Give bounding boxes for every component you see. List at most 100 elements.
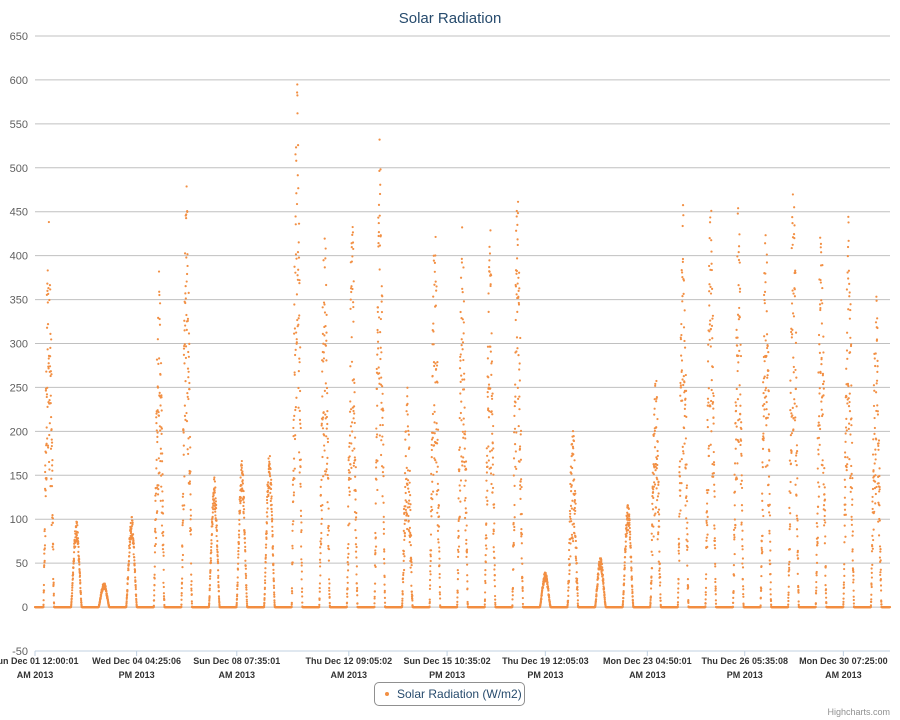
data-point	[184, 297, 187, 300]
data-point	[491, 392, 494, 395]
data-point	[351, 231, 355, 234]
data-point	[263, 601, 266, 604]
data-point	[215, 534, 218, 538]
data-point	[265, 522, 269, 525]
data-point	[462, 300, 466, 303]
data-point	[430, 448, 433, 452]
data-point	[51, 459, 54, 462]
data-point	[213, 480, 217, 483]
data-point	[322, 475, 325, 478]
data-point	[460, 257, 463, 260]
data-point	[379, 357, 382, 361]
data-point	[241, 487, 244, 490]
data-point	[182, 508, 185, 511]
data-point	[45, 393, 49, 396]
data-point	[237, 550, 240, 553]
data-point	[377, 230, 380, 234]
data-point	[242, 504, 245, 508]
data-point	[354, 518, 357, 521]
data-point	[181, 577, 184, 580]
data-point	[156, 338, 159, 341]
data-point	[42, 603, 45, 606]
data-point	[188, 482, 191, 485]
data-point	[355, 511, 358, 515]
data-point	[320, 522, 323, 525]
data-point	[266, 501, 269, 505]
data-point	[352, 305, 355, 309]
data-point	[80, 601, 83, 604]
data-point	[77, 540, 80, 543]
data-point	[438, 591, 441, 594]
data-point	[492, 424, 495, 428]
data-point	[405, 466, 408, 469]
data-point	[463, 516, 467, 520]
data-point	[486, 489, 489, 492]
data-point	[52, 577, 55, 581]
data-point	[43, 547, 46, 550]
data-point	[299, 422, 302, 425]
data-point	[297, 241, 300, 244]
data-point	[346, 576, 349, 579]
data-point	[403, 555, 406, 558]
data-point	[298, 409, 301, 412]
data-point	[456, 605, 459, 608]
data-point	[237, 546, 240, 550]
data-point	[76, 537, 80, 540]
data-point	[183, 343, 186, 346]
data-point	[209, 575, 212, 578]
data-point	[49, 346, 52, 349]
data-point	[320, 517, 324, 520]
data-point	[492, 546, 495, 549]
data-point	[493, 574, 496, 577]
data-point	[463, 433, 467, 436]
data-point	[488, 450, 492, 453]
data-point	[157, 484, 160, 487]
data-point	[241, 479, 244, 482]
data-point	[188, 480, 192, 483]
data-point	[239, 496, 242, 499]
data-point	[295, 257, 298, 260]
data-point	[411, 594, 414, 597]
data-point	[181, 558, 184, 562]
data-point	[456, 555, 460, 558]
data-point	[487, 407, 490, 410]
data-point	[185, 420, 189, 423]
x-tick-label: Thu Dec 19 12:05:03 PM 2013	[502, 656, 589, 680]
data-point	[379, 317, 383, 321]
data-point	[182, 431, 185, 434]
data-point	[45, 326, 49, 329]
data-point	[153, 584, 156, 587]
data-point	[295, 338, 298, 341]
data-point	[322, 411, 325, 414]
data-point	[267, 481, 270, 484]
data-point	[133, 564, 136, 567]
data-point	[410, 563, 413, 567]
data-point	[318, 586, 321, 590]
data-point	[51, 514, 54, 517]
data-point	[325, 339, 328, 342]
data-point	[354, 498, 357, 501]
data-point	[187, 291, 190, 294]
y-tick-label: 600	[10, 75, 28, 87]
data-point	[322, 357, 326, 360]
data-point	[327, 529, 330, 532]
data-point	[298, 418, 302, 421]
data-point	[491, 442, 494, 445]
data-point	[128, 551, 131, 554]
data-point	[187, 370, 190, 373]
data-point	[46, 301, 49, 304]
data-point	[428, 578, 432, 582]
data-point	[272, 562, 275, 565]
data-point	[126, 582, 129, 586]
data-point	[492, 506, 496, 509]
data-point	[159, 429, 162, 432]
data-point	[349, 463, 352, 466]
data-point	[431, 498, 434, 501]
data-point	[155, 467, 158, 470]
data-point	[43, 561, 46, 564]
data-point	[298, 282, 301, 285]
data-point	[376, 328, 379, 332]
data-point	[345, 605, 348, 608]
data-point	[293, 414, 296, 417]
data-point	[242, 498, 245, 501]
